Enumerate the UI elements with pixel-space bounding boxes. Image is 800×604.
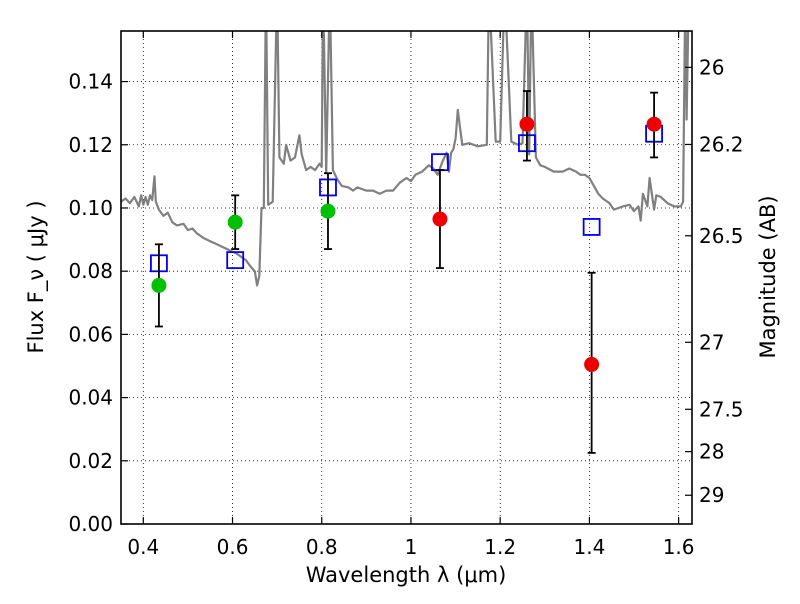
data-point [227,214,243,230]
x-tick-label: 0.4 [127,535,159,559]
data-point [519,116,535,132]
y-tick-label: 0.08 [68,259,113,283]
plot-frame [120,30,693,525]
y-tick-label: 0.04 [68,386,113,410]
y-right-tick-label: 29 [699,483,724,507]
axis-ticks: 0.4 0.6 0.8 1 1.2 1.4 1.6 0.00 0.02 0.04 0.06 0.08 0… [68,31,744,559]
data-point [320,203,336,219]
data-point [432,211,448,227]
y-right-tick-label: 26 [699,55,724,79]
y-tick-label: 0.00 [68,512,113,536]
data-point [584,356,600,372]
spectrum-line [121,31,690,287]
y-right-axis-label: Magnitude (AB) [756,195,780,358]
x-tick-label: 0.8 [306,535,338,559]
x-tick-label: 1.2 [484,535,516,559]
y-right-tick-label: 26.2 [699,132,744,156]
data-point [646,116,662,132]
y-tick-label: 0.12 [68,133,113,157]
model-square-marker [226,251,245,270]
y-tick-label: 0.14 [68,70,113,94]
y-axis-label: Flux F_ν ( μJy ) [24,200,49,353]
y-right-tick-label: 27 [699,330,724,354]
y-tick-label: 0.06 [68,322,113,346]
y-right-tick-label: 28 [699,440,724,464]
y-tick-label: 0.02 [68,449,113,473]
model-square-marker [582,218,601,236]
y-tick-label: 0.10 [68,196,113,220]
y-right-tick-label: 27.5 [699,397,744,421]
x-tick-label: 0.6 [217,535,249,559]
x-axis-label: Wavelength λ (μm) [306,563,507,587]
data-point [151,277,167,293]
x-tick-label: 1.6 [663,535,695,559]
plot-area [121,31,690,454]
x-tick-label: 1 [405,535,418,559]
x-tick-label: 1.4 [573,535,605,559]
y-right-tick-label: 26.5 [699,224,744,248]
